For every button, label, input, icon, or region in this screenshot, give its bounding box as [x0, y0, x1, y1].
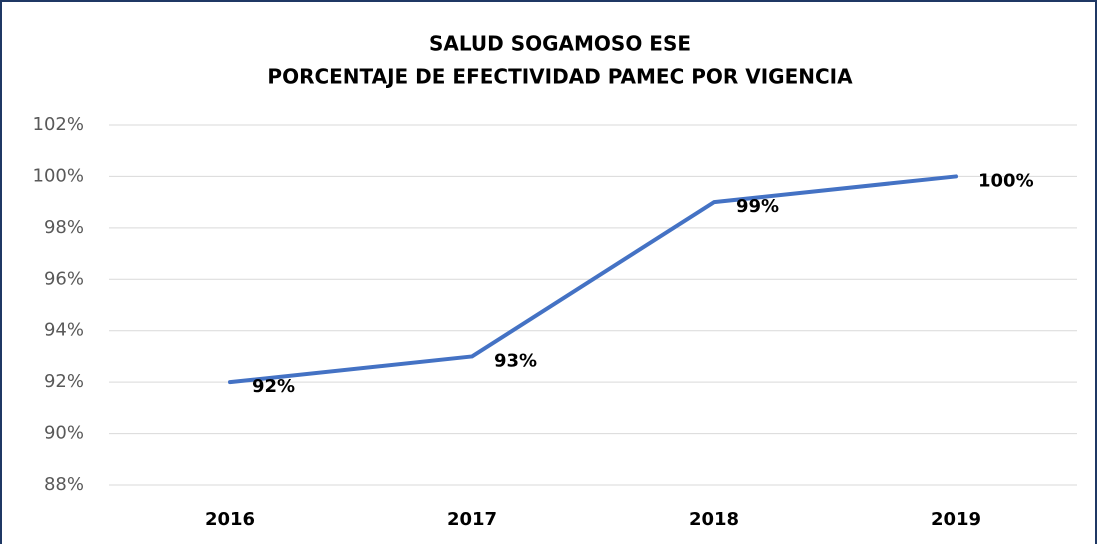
data-label: 92%: [252, 376, 295, 397]
y-tick-label: 90%: [44, 423, 84, 444]
y-tick-label: 98%: [44, 217, 84, 238]
y-tick-label: 100%: [33, 165, 84, 186]
chart-title: SALUD SOGAMOSO ESE: [429, 32, 691, 56]
x-tick-label: 2019: [931, 509, 981, 530]
y-tick-label: 102%: [33, 114, 84, 135]
x-tick-label: 2017: [447, 509, 497, 530]
x-tick-label: 2016: [205, 509, 255, 530]
data-label: 100%: [978, 170, 1034, 191]
data-label: 93%: [494, 350, 537, 371]
x-tick-label: 2018: [689, 509, 739, 530]
y-tick-label: 92%: [44, 371, 84, 392]
data-label: 99%: [736, 196, 779, 217]
chart-subtitle: PORCENTAJE DE EFECTIVIDAD PAMEC POR VIGE…: [267, 65, 853, 89]
y-tick-label: 88%: [44, 474, 84, 495]
line-series: [228, 174, 958, 385]
y-tick-label: 96%: [44, 268, 84, 289]
y-tick-label: 94%: [44, 320, 84, 341]
